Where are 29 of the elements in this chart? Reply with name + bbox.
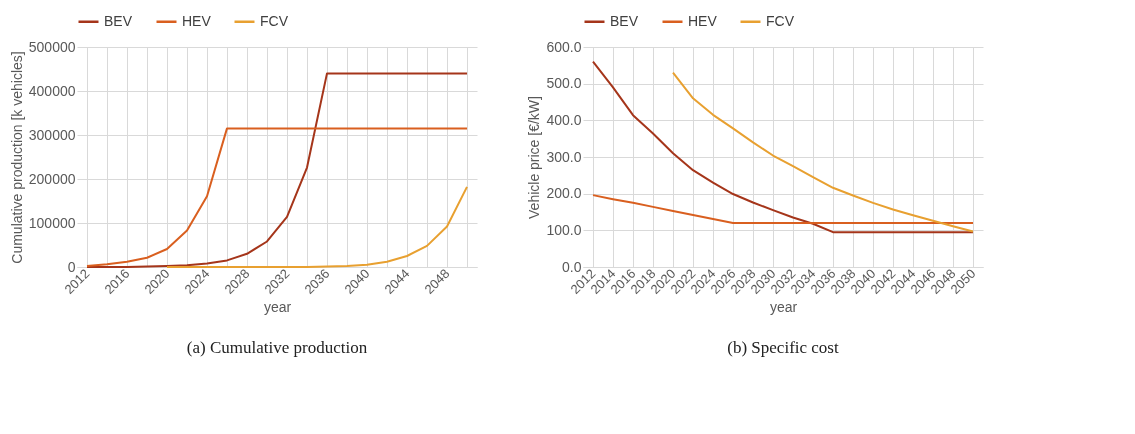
line-series — [166, 185, 468, 268]
line-series — [672, 71, 974, 233]
y-tick-label: 100.0 — [546, 221, 582, 238]
y-tick-label: 500.0 — [546, 75, 582, 92]
y-tick-label: 200000 — [28, 170, 76, 187]
y-tick-label: 400.0 — [546, 111, 582, 128]
line-series — [86, 72, 468, 268]
line-series — [592, 194, 974, 224]
y-tick-label: 300.0 — [546, 148, 582, 165]
text: (b) Specific cost — [727, 338, 839, 358]
y-axis-title: Vehicle price [€/kW] — [526, 96, 543, 219]
y-tick-label: 300000 — [28, 126, 76, 143]
y-tick-label: 600.0 — [546, 38, 582, 55]
y-tick-label: 100000 — [28, 214, 76, 231]
y-tick-label: 500000 — [28, 38, 76, 55]
x-axis-title: year — [769, 298, 798, 315]
y-axis-title: Cumulative production [k vehicles] — [8, 51, 25, 264]
legend-label: FCV — [260, 12, 289, 29]
legend-label: BEV — [104, 12, 133, 29]
legend-label: FCV — [766, 12, 795, 29]
line-series — [592, 60, 974, 234]
legend-label: HEV — [182, 12, 212, 29]
x-axis-title: year — [263, 298, 292, 315]
text: (a) Cumulative production — [186, 338, 368, 358]
legend-label: BEV — [610, 12, 639, 29]
legend-label: HEV — [688, 12, 718, 29]
line-series — [86, 127, 468, 268]
y-tick-label: 200.0 — [546, 185, 582, 202]
y-tick-label: 400000 — [28, 82, 76, 99]
